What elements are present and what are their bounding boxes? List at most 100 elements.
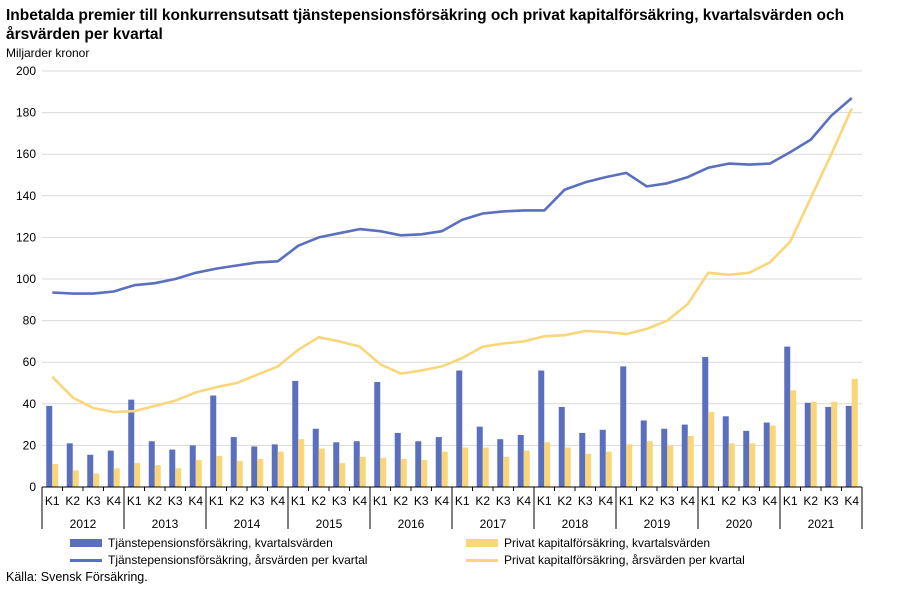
- bar-privat: [400, 458, 407, 487]
- y-tick-label: 60: [23, 355, 37, 369]
- bar-tjanste: [661, 428, 668, 487]
- bar-tjanste: [46, 405, 53, 487]
- bar-privat: [318, 448, 325, 487]
- bar-privat: [503, 456, 510, 487]
- x-tick-label-quarter: K4: [762, 494, 777, 508]
- bar-privat: [523, 450, 530, 487]
- legend-swatch-privat-line: [466, 558, 498, 562]
- legend-label-tjanste-bar: Tjänstepensionsförsäkring, kvartalsvärde…: [108, 536, 333, 550]
- legend-item-tjanste-bar: Tjänstepensionsförsäkring, kvartalsvärde…: [70, 536, 333, 550]
- y-tick-label: 160: [16, 147, 36, 161]
- bar-tjanste: [189, 445, 196, 487]
- bar-tjanste: [743, 430, 750, 487]
- bar-tjanste: [435, 437, 442, 487]
- x-tick-label-quarter: K3: [660, 494, 675, 508]
- bar-privat: [831, 401, 838, 487]
- x-tick-label-quarter: K2: [721, 494, 736, 508]
- bar-tjanste: [456, 370, 463, 487]
- bar-tjanste: [87, 454, 94, 487]
- bar-privat: [175, 468, 182, 487]
- x-tick-label-year: 2015: [316, 517, 343, 531]
- x-tick-label-year: 2014: [234, 517, 261, 531]
- x-tick-label-year: 2021: [808, 517, 835, 531]
- x-tick-label-quarter: K3: [332, 494, 347, 508]
- legend-label-privat-line: Privat kapitalförsäkring, årsvärden per …: [504, 553, 745, 567]
- bar-privat: [585, 453, 592, 487]
- x-tick-label-year: 2018: [562, 517, 589, 531]
- bar-tjanste: [538, 370, 545, 487]
- bar-privat: [564, 447, 571, 487]
- x-tick-label-quarter: K4: [680, 494, 695, 508]
- x-tick-label-quarter: K1: [291, 494, 306, 508]
- bar-privat: [134, 463, 141, 487]
- bar-privat: [605, 451, 612, 487]
- bar-tjanste: [804, 402, 811, 487]
- x-tick-label-quarter: K3: [578, 494, 593, 508]
- bar-tjanste: [394, 432, 401, 487]
- bar-tjanste: [107, 450, 114, 487]
- x-tick-label-quarter: K4: [352, 494, 367, 508]
- x-tick-label-quarter: K2: [393, 494, 408, 508]
- y-tick-label: 0: [29, 480, 36, 494]
- x-tick-label-quarter: K1: [127, 494, 142, 508]
- x-tick-label-quarter: K4: [844, 494, 859, 508]
- x-tick-label-quarter: K1: [455, 494, 470, 508]
- bar-privat: [646, 441, 653, 487]
- x-tick-label-quarter: K3: [168, 494, 183, 508]
- bar-tjanste: [722, 416, 729, 487]
- legend-item-privat-bar: Privat kapitalförsäkring, kvartalsvärden: [466, 536, 710, 550]
- bar-tjanste: [292, 380, 299, 487]
- bar-tjanste: [210, 395, 217, 487]
- bar-tjanste: [415, 441, 422, 487]
- legend-item-tjanste-line: Tjänstepensionsförsäkring, årsvärden per…: [70, 553, 367, 567]
- bar-tjanste: [558, 406, 565, 487]
- x-tick-label-quarter: K3: [414, 494, 429, 508]
- legend: Tjänstepensionsförsäkring, kvartalsvärde…: [0, 536, 900, 570]
- x-tick-label-quarter: K3: [742, 494, 757, 508]
- bar-privat: [216, 455, 223, 487]
- bar-tjanste: [825, 406, 832, 487]
- x-tick-label-quarter: K4: [434, 494, 449, 508]
- bar-privat: [72, 470, 79, 487]
- bar-privat: [482, 447, 489, 487]
- bar-tjanste: [702, 357, 709, 487]
- bar-tjanste: [763, 422, 770, 487]
- line-tjanste-arsvarden: [52, 97, 853, 295]
- bar-privat: [52, 464, 59, 487]
- bar-tjanste: [128, 399, 135, 487]
- chart-area: 0 20 40 60 80 100 120 140 160 180 200 K1 K2 K3 K4 K1 K2 K…: [16, 64, 863, 531]
- bar-tjanste: [271, 444, 278, 487]
- x-tick-label-quarter: K2: [557, 494, 572, 508]
- x-tick-label-quarter: K4: [516, 494, 531, 508]
- x-tick-label-year: 2013: [152, 517, 179, 531]
- bar-privat: [544, 442, 551, 487]
- chart-title: Inbetalda premier till konkurrensutsatt …: [6, 7, 845, 43]
- bar-privat: [667, 445, 674, 487]
- bar-tjanste: [620, 366, 627, 487]
- bar-privat: [851, 378, 858, 487]
- x-tick-label-quarter: K3: [496, 494, 511, 508]
- x-tick-label-quarter: K2: [147, 494, 162, 508]
- bar-tjanste: [230, 437, 237, 487]
- bar-tjanste: [66, 443, 73, 487]
- bar-privat: [195, 459, 202, 487]
- x-tick-label-quarter: K4: [270, 494, 285, 508]
- bar-privat: [687, 436, 694, 487]
- bar-privat: [421, 459, 428, 487]
- bar-privat: [154, 465, 161, 487]
- y-axis-unit-label: Miljarder kronor: [6, 46, 90, 60]
- source-note: Källa: Svensk Försäkring.: [6, 570, 148, 584]
- x-tick-label-quarter: K3: [86, 494, 101, 508]
- bar-tjanste: [497, 439, 504, 487]
- x-tick-label-quarter: K1: [537, 494, 552, 508]
- x-tick-label-quarter: K4: [106, 494, 121, 508]
- x-tick-label-year: 2016: [398, 517, 425, 531]
- x-tick-label-quarter: K4: [188, 494, 203, 508]
- line-privat-arsvarden: [51, 107, 853, 414]
- x-tick-label-year: 2017: [480, 517, 507, 531]
- bar-privat: [810, 401, 817, 487]
- x-tick-label-quarter: K1: [373, 494, 388, 508]
- y-tick-label: 120: [16, 230, 36, 244]
- x-tick-label-quarter: K3: [250, 494, 265, 508]
- y-tick-label: 180: [16, 106, 36, 120]
